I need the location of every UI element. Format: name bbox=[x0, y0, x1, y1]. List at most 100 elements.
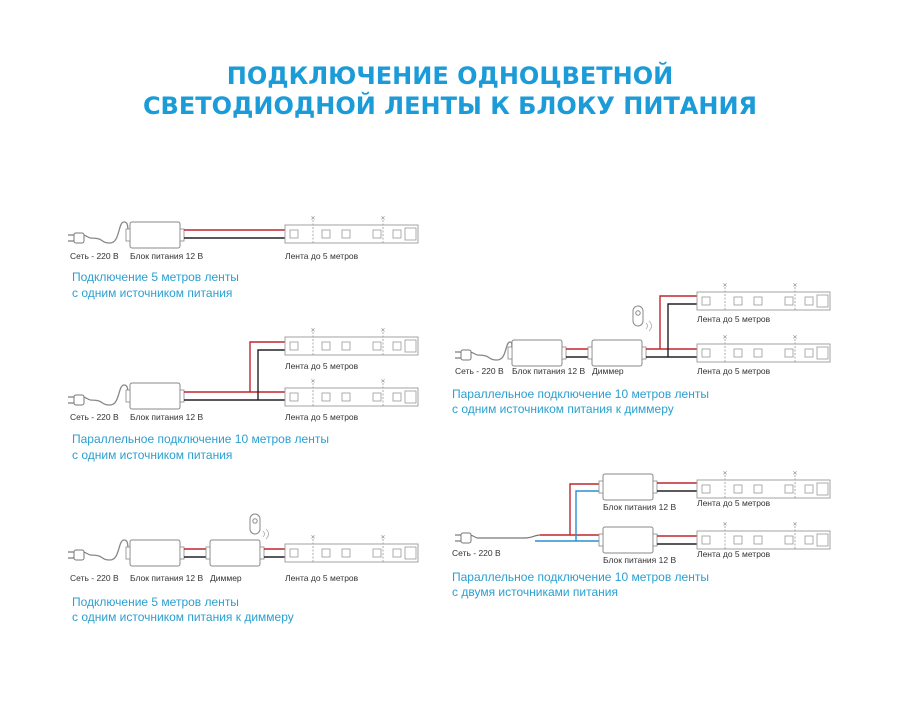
mains-label: Сеть - 220 В bbox=[455, 366, 504, 376]
strip-tape bbox=[284, 224, 419, 244]
mains-label: Сеть - 220 В bbox=[70, 412, 119, 422]
strip-tape bbox=[284, 387, 419, 407]
power-supply bbox=[125, 539, 185, 567]
power-cable bbox=[89, 539, 131, 561]
positive-wire bbox=[659, 295, 697, 349]
psu-label: Блок питания 12 В bbox=[603, 555, 676, 565]
psu-label: Блок питания 12 В bbox=[603, 502, 676, 512]
dimmer-body bbox=[209, 539, 261, 567]
scissors-icon: ✕ bbox=[793, 471, 798, 477]
strip-label: Лента до 5 метров bbox=[697, 549, 771, 559]
input-terminal bbox=[125, 389, 131, 403]
strip-tape bbox=[696, 291, 831, 311]
led-chip bbox=[816, 294, 829, 308]
led-strip: ✕ ✕ bbox=[696, 283, 831, 311]
led-chip bbox=[701, 296, 711, 306]
scissors-icon: ✕ bbox=[381, 379, 386, 385]
led-chip bbox=[753, 296, 763, 306]
led-chip bbox=[372, 341, 382, 351]
led-chip bbox=[372, 392, 382, 402]
power-cable bbox=[89, 384, 131, 406]
output-terminal bbox=[179, 546, 185, 560]
output-terminal bbox=[179, 389, 185, 403]
remote-body bbox=[632, 305, 644, 327]
power-supply bbox=[125, 382, 185, 410]
led-strip: ✕ ✕ bbox=[696, 335, 831, 363]
strip-tape bbox=[696, 530, 831, 550]
led-chip bbox=[804, 348, 814, 358]
scissors-icon: ✕ bbox=[381, 535, 386, 541]
scissors-icon: ✕ bbox=[311, 535, 316, 541]
strip-label: Лента до 5 метров bbox=[697, 498, 771, 508]
led-chip bbox=[392, 392, 402, 402]
power-supply-body bbox=[129, 382, 181, 410]
led-chip bbox=[404, 546, 417, 560]
diagram-1: Сеть - 220 В Блок питания 12 В Лента до … bbox=[70, 251, 359, 300]
diagram-3: Сеть - 220 В Блок питания 12 В Диммер Ле… bbox=[70, 573, 359, 624]
led-chip bbox=[701, 348, 711, 358]
led-strip: ✕ ✕ bbox=[284, 216, 419, 244]
psu-label: Блок питания 12 В bbox=[130, 573, 203, 583]
output-terminal bbox=[179, 228, 185, 242]
led-chip bbox=[341, 392, 351, 402]
output-terminal bbox=[652, 480, 658, 494]
mains-label: Сеть - 220 В bbox=[70, 251, 119, 261]
led-chip bbox=[816, 482, 829, 496]
remote-control-icon bbox=[632, 305, 652, 332]
scissors-icon: ✕ bbox=[793, 522, 798, 528]
scissors-icon: ✕ bbox=[723, 471, 728, 477]
caption-line-1: Подключение 5 метров ленты bbox=[72, 270, 239, 284]
diagram-2: Лента до 5 метров Сеть - 220 В Блок пита… bbox=[70, 361, 359, 462]
signal-waves bbox=[262, 528, 269, 540]
power-cable bbox=[89, 221, 131, 244]
plug-body bbox=[73, 394, 85, 406]
led-chip bbox=[404, 227, 417, 241]
led-chip bbox=[753, 484, 763, 494]
power-supply-body bbox=[511, 339, 563, 367]
power-supply-body bbox=[602, 526, 654, 554]
power-supply-body bbox=[129, 539, 181, 567]
remote-control-icon bbox=[249, 513, 269, 540]
input-terminal bbox=[598, 480, 604, 494]
led-chip bbox=[341, 341, 351, 351]
led-chip bbox=[753, 348, 763, 358]
led-chip bbox=[804, 535, 814, 545]
strip-label: Лента до 5 метров bbox=[285, 412, 359, 422]
signal-waves bbox=[645, 320, 652, 332]
led-chip bbox=[321, 229, 331, 239]
led-chip bbox=[404, 390, 417, 404]
led-strip: ✕ ✕ bbox=[284, 535, 419, 563]
plug-icon bbox=[455, 341, 513, 361]
plug-icon bbox=[68, 539, 131, 561]
input-terminal bbox=[587, 346, 593, 360]
led-chip bbox=[784, 296, 794, 306]
caption-line-1: Параллельное подключение 10 метров ленты bbox=[72, 432, 329, 446]
strip-tape bbox=[284, 543, 419, 563]
power-cable bbox=[476, 341, 513, 361]
strip-label: Лента до 5 метров bbox=[697, 366, 771, 376]
led-chip bbox=[733, 484, 743, 494]
power-supply-body bbox=[129, 221, 181, 249]
led-strip: ✕ ✕ bbox=[696, 471, 831, 499]
remote-body bbox=[249, 513, 261, 535]
mains-label: Сеть - 220 В bbox=[70, 573, 119, 583]
scissors-icon: ✕ bbox=[723, 335, 728, 341]
led-chip bbox=[816, 533, 829, 547]
caption-line-2: с одним источником питания bbox=[72, 448, 232, 462]
plug-body bbox=[460, 349, 472, 361]
output-terminal bbox=[561, 346, 567, 360]
led-chip bbox=[733, 296, 743, 306]
led-strip: ✕ ✕ bbox=[696, 522, 831, 550]
scissors-icon: ✕ bbox=[793, 283, 798, 289]
strip-label: Лента до 5 метров bbox=[697, 314, 771, 324]
caption-line-2: с одним источником питания к диммеру bbox=[452, 402, 674, 416]
led-chip bbox=[289, 341, 299, 351]
input-terminal bbox=[125, 546, 131, 560]
input-terminal bbox=[205, 546, 211, 560]
dimmer bbox=[587, 339, 647, 367]
diagram-5: Блок питания 12 В Лента до 5 метров Сеть… bbox=[452, 498, 771, 599]
output-terminal bbox=[641, 346, 647, 360]
led-chip bbox=[392, 548, 402, 558]
title-line-1: ПОДКЛЮЧЕНИЕ ОДНОЦВЕТНОЙ bbox=[227, 61, 673, 90]
led-chip bbox=[321, 548, 331, 558]
